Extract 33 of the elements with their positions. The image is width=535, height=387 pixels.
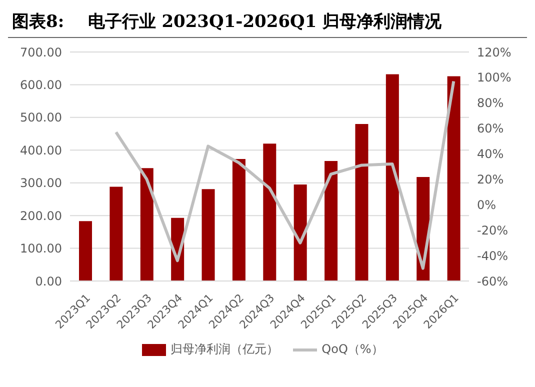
- chart-title: 图表8: 电子行业 2023Q1-2026Q1 归母净利润情况: [8, 8, 527, 38]
- y2-tick-label: 100%: [477, 70, 512, 85]
- legend-label: 归母净利润（亿元）: [170, 341, 279, 358]
- bar: [386, 74, 399, 281]
- bar: [110, 186, 123, 281]
- y-tick-label: 0.00: [35, 274, 62, 288]
- y2-tick-label: 40%: [477, 147, 504, 162]
- y2-tick-label: 60%: [477, 122, 504, 136]
- bar: [294, 184, 307, 281]
- y-tick-label: 300.00: [20, 176, 62, 190]
- bar: [202, 189, 215, 281]
- legend-label: QoQ（%）: [322, 341, 384, 358]
- y-tick-label: 100.00: [20, 242, 62, 256]
- bar: [447, 76, 460, 281]
- y2-tick-label: 80%: [477, 96, 504, 110]
- y-tick-label: 500.00: [20, 110, 62, 125]
- bar: [355, 124, 368, 281]
- y-tick-label: 600.00: [20, 78, 62, 92]
- bar: [324, 160, 338, 281]
- bar: [79, 221, 92, 281]
- y2-tick-label: -40%: [477, 248, 508, 263]
- bar: [140, 168, 154, 281]
- line-series: [114, 80, 456, 270]
- y2-tick-label: 20%: [477, 172, 504, 186]
- y-tick-label: 200.00: [20, 208, 62, 223]
- y2-tick-label: 120%: [477, 45, 512, 60]
- y-tick-label: 700.00: [20, 45, 62, 60]
- y2-tick-label: 0%: [477, 198, 496, 212]
- bar: [263, 144, 276, 281]
- y2-tick-label: -60%: [477, 274, 508, 288]
- bar: [232, 158, 246, 281]
- y-tick-label: 400.00: [20, 143, 62, 158]
- y2-tick-label: -20%: [477, 223, 508, 238]
